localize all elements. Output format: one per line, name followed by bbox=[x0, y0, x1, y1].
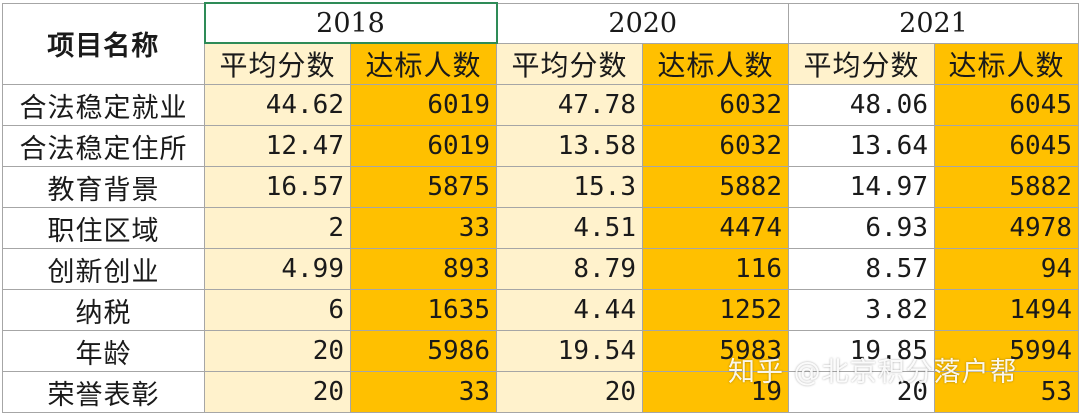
avg-score-cell[interactable]: 4.44 bbox=[496, 289, 643, 331]
count-cell[interactable]: 1252 bbox=[642, 289, 789, 331]
avg-score-cell[interactable]: 20 bbox=[496, 371, 643, 413]
count-cell[interactable]: 6045 bbox=[934, 125, 1079, 167]
count-cell[interactable]: 4978 bbox=[934, 207, 1079, 249]
count-cell[interactable]: 6032 bbox=[642, 84, 789, 126]
count-header[interactable]: 达标人数 bbox=[934, 42, 1079, 85]
avg-score-cell[interactable]: 4.51 bbox=[496, 207, 643, 249]
avg-score-cell[interactable]: 47.78 bbox=[496, 84, 643, 126]
row-label-cell[interactable]: 合法稳定住所 bbox=[2, 125, 205, 167]
count-cell[interactable]: 6019 bbox=[350, 125, 497, 167]
year-header-2018[interactable]: 2018 bbox=[203, 2, 498, 44]
sub-header-row: 平均分数 达标人数 平均分数 达标人数 平均分数 达标人数 bbox=[3, 42, 1079, 85]
count-header[interactable]: 达标人数 bbox=[642, 42, 789, 85]
count-cell[interactable]: 5983 bbox=[642, 330, 789, 372]
table-row: 合法稳定住所 12.47 6019 13.58 6032 13.64 6045 bbox=[2, 125, 1079, 167]
count-cell[interactable]: 33 bbox=[350, 207, 497, 249]
avg-score-cell[interactable]: 19.85 bbox=[788, 330, 935, 372]
count-cell[interactable]: 5994 bbox=[934, 330, 1079, 372]
project-name-header[interactable]: 项目名称 bbox=[2, 2, 205, 85]
count-cell[interactable]: 5882 bbox=[642, 166, 789, 208]
row-label-cell[interactable]: 教育背景 bbox=[2, 166, 205, 208]
avg-score-cell[interactable]: 44.62 bbox=[204, 84, 351, 126]
count-cell[interactable]: 1635 bbox=[350, 289, 497, 331]
table-row: 职住区域 2 33 4.51 4474 6.93 4978 bbox=[2, 207, 1079, 249]
count-cell[interactable]: 19 bbox=[642, 371, 789, 413]
avg-score-header[interactable]: 平均分数 bbox=[496, 42, 643, 85]
row-label-cell[interactable]: 荣誉表彰 bbox=[2, 371, 205, 413]
year-header-2021[interactable]: 2021 bbox=[788, 2, 1079, 44]
count-cell[interactable]: 4474 bbox=[642, 207, 789, 249]
count-cell[interactable]: 116 bbox=[642, 248, 789, 290]
count-cell[interactable]: 5875 bbox=[350, 166, 497, 208]
avg-score-header[interactable]: 平均分数 bbox=[204, 42, 351, 85]
table-row: 创新创业 4.99 893 8.79 116 8.57 94 bbox=[2, 248, 1079, 290]
row-label-cell[interactable]: 纳税 bbox=[2, 289, 205, 331]
table-row: 年龄 20 5986 19.54 5983 19.85 5994 bbox=[2, 330, 1079, 372]
row-label-cell[interactable]: 合法稳定就业 bbox=[2, 84, 205, 126]
avg-score-cell[interactable]: 8.79 bbox=[496, 248, 643, 290]
avg-score-cell[interactable]: 6.93 bbox=[788, 207, 935, 249]
table-row: 合法稳定就业 44.62 6019 47.78 6032 48.06 6045 bbox=[2, 84, 1079, 126]
avg-score-cell[interactable]: 16.57 bbox=[204, 166, 351, 208]
count-cell[interactable]: 893 bbox=[350, 248, 497, 290]
count-cell[interactable]: 5882 bbox=[934, 166, 1079, 208]
row-label-cell[interactable]: 创新创业 bbox=[2, 248, 205, 290]
count-cell[interactable]: 6032 bbox=[642, 125, 789, 167]
avg-score-header[interactable]: 平均分数 bbox=[788, 42, 935, 85]
avg-score-cell[interactable]: 6 bbox=[204, 289, 351, 331]
avg-score-cell[interactable]: 48.06 bbox=[788, 84, 935, 126]
avg-score-cell[interactable]: 20 bbox=[788, 371, 935, 413]
avg-score-cell[interactable]: 20 bbox=[204, 371, 351, 413]
avg-score-cell[interactable]: 4.99 bbox=[204, 248, 351, 290]
avg-score-cell[interactable]: 19.54 bbox=[496, 330, 643, 372]
table-row: 荣誉表彰 20 33 20 19 20 53 bbox=[2, 371, 1079, 413]
avg-score-cell[interactable]: 15.3 bbox=[496, 166, 643, 208]
row-label-cell[interactable]: 年龄 bbox=[2, 330, 205, 372]
avg-score-cell[interactable]: 3.82 bbox=[788, 289, 935, 331]
count-cell[interactable]: 94 bbox=[934, 248, 1079, 290]
table-row: 纳税 6 1635 4.44 1252 3.82 1494 bbox=[2, 289, 1079, 331]
year-header-2020[interactable]: 2020 bbox=[496, 2, 789, 44]
avg-score-cell[interactable]: 12.47 bbox=[204, 125, 351, 167]
count-header[interactable]: 达标人数 bbox=[350, 42, 497, 85]
count-cell[interactable]: 33 bbox=[350, 371, 497, 413]
table-row: 教育背景 16.57 5875 15.3 5882 14.97 5882 bbox=[2, 166, 1079, 208]
count-cell[interactable]: 6045 bbox=[934, 84, 1079, 126]
count-cell[interactable]: 53 bbox=[934, 371, 1079, 413]
avg-score-cell[interactable]: 20 bbox=[204, 330, 351, 372]
count-cell[interactable]: 1494 bbox=[934, 289, 1079, 331]
row-label-cell[interactable]: 职住区域 bbox=[2, 207, 205, 249]
avg-score-cell[interactable]: 8.57 bbox=[788, 248, 935, 290]
avg-score-cell[interactable]: 14.97 bbox=[788, 166, 935, 208]
avg-score-cell[interactable]: 13.58 bbox=[496, 125, 643, 167]
count-cell[interactable]: 6019 bbox=[350, 84, 497, 126]
count-cell[interactable]: 5986 bbox=[350, 330, 497, 372]
table-body: 合法稳定就业 44.62 6019 47.78 6032 48.06 6045 合法稳定住所 1… bbox=[2, 84, 1079, 413]
year-header-row: 项目名称 2018 2020 2021 bbox=[2, 2, 1079, 85]
avg-score-cell[interactable]: 13.64 bbox=[788, 125, 935, 167]
avg-score-cell[interactable]: 2 bbox=[204, 207, 351, 249]
